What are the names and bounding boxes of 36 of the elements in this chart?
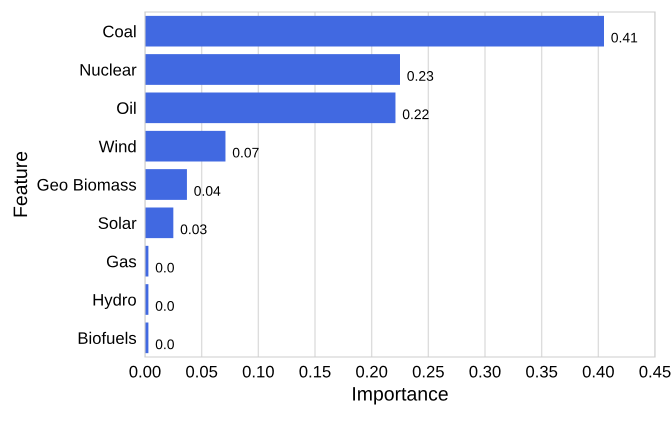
bar — [145, 169, 187, 200]
bar — [145, 92, 396, 124]
bar — [145, 208, 174, 238]
data-label: 0.04 — [194, 186, 220, 196]
data-label: 0.03 — [180, 224, 207, 234]
data-label: 0.41 — [611, 32, 638, 43]
data-label: 0.0 — [156, 339, 174, 350]
bar — [145, 54, 400, 85]
x-tick-label: 0.10 — [242, 366, 274, 378]
x-tick-label: 0.05 — [186, 366, 218, 378]
bar — [145, 130, 226, 162]
y-tick-label: Hydro — [94, 293, 136, 309]
x-tick-label: 0.00 — [129, 366, 161, 378]
x-tick-label: 0.45 — [639, 366, 671, 378]
y-tick-label: Coal — [103, 25, 136, 38]
y-tick-label: Biofuels — [78, 332, 136, 344]
data-label: 0.07 — [232, 148, 259, 158]
x-tick-label: 0.20 — [356, 366, 388, 378]
y-tick-label: Solar — [98, 216, 136, 230]
y-tick-label: Wind — [98, 140, 136, 152]
y-tick-label: Nuclear — [80, 63, 136, 76]
x-axis-title: Importance — [353, 387, 448, 405]
data-label: 0.0 — [156, 262, 174, 273]
data-label: 0.0 — [156, 301, 174, 311]
y-tick-label: Geo Biomass — [37, 178, 136, 191]
x-tick-label: 0.40 — [582, 366, 614, 378]
x-tick-label: 0.35 — [526, 366, 558, 378]
data-label: 0.22 — [402, 109, 429, 120]
y-tick-label: Oil — [117, 102, 136, 114]
x-tick-label: 0.15 — [299, 366, 331, 378]
x-tick-label: 0.30 — [469, 366, 501, 378]
y-axis-title: Feature — [14, 152, 28, 216]
data-label: 0.23 — [407, 71, 434, 81]
x-tick-label: 0.25 — [412, 366, 444, 378]
y-tick-label: Gas — [106, 256, 136, 268]
bar — [145, 16, 604, 46]
